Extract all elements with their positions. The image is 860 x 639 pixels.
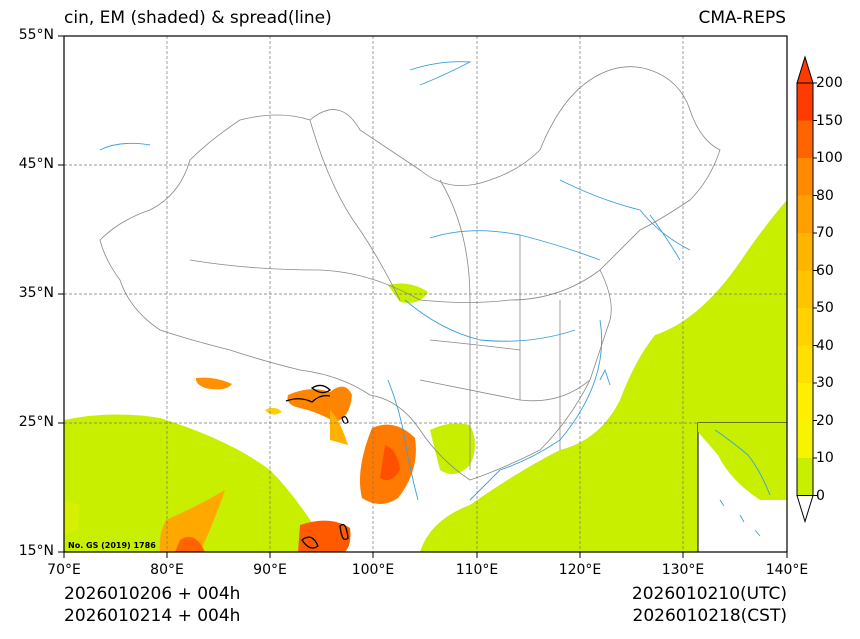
borders — [99, 66, 721, 481]
colorbar-under-arrow — [796, 495, 814, 524]
model-name: CMA-REPS — [698, 8, 786, 28]
spread-contours — [285, 384, 349, 549]
colorbar-label-100: 100 — [816, 150, 843, 166]
colorbar-segment — [797, 420, 813, 458]
colorbar-label-40: 40 — [816, 338, 834, 354]
colorbar-segment — [797, 345, 813, 383]
south-china-sea-inset — [697, 422, 788, 553]
colorbar-label-70: 70 — [816, 225, 834, 241]
init-time-cst: 2026010214 + 004h — [64, 606, 241, 626]
colorbar-segment — [797, 383, 813, 421]
map-title: cin, EM (shaded) & spread(line) — [64, 8, 332, 28]
colorbar-segment — [797, 233, 813, 271]
colorbar-label-10: 10 — [816, 450, 834, 466]
colorbar-segment — [797, 458, 813, 496]
lon-label-70e: 70°E — [47, 562, 81, 578]
colorbar-label-80: 80 — [816, 188, 834, 204]
valid-time-utc: 2026010210(UTC) — [631, 584, 787, 604]
valid-time-cst: 2026010218(CST) — [632, 606, 787, 626]
colorbar-label-20: 20 — [816, 413, 834, 429]
lat-label-15n: 15°N — [18, 543, 54, 559]
colorbar-label-50: 50 — [816, 300, 834, 316]
colorbar — [796, 55, 817, 524]
lon-label-80e: 80°E — [150, 562, 184, 578]
colorbar-frame — [796, 82, 814, 496]
colorbar-segment — [797, 158, 813, 196]
colorbar-segment — [797, 120, 813, 158]
lat-label-35n: 35°N — [18, 285, 54, 301]
lon-label-140e: 140°E — [765, 562, 809, 578]
lon-label-90e: 90°E — [253, 562, 287, 578]
colorbar-label-150: 150 — [816, 113, 843, 129]
map-approval-number: No. GS (2019) 1786 — [68, 541, 156, 550]
colorbar-label-60: 60 — [816, 263, 834, 279]
colorbar-label-0: 0 — [816, 488, 825, 504]
lat-label-45n: 45°N — [18, 156, 54, 172]
colorbar-segment — [797, 195, 813, 233]
lon-label-120e: 120°E — [558, 562, 602, 578]
lon-label-110e: 110°E — [455, 562, 499, 578]
lon-label-100e: 100°E — [351, 562, 395, 578]
lat-label-25n: 25°N — [18, 414, 54, 430]
colorbar-segment — [797, 270, 813, 308]
lat-label-55n: 55°N — [18, 27, 54, 43]
init-time-utc: 2026010206 + 004h — [64, 584, 241, 604]
colorbar-label-200: 200 — [816, 75, 843, 91]
lon-label-130e: 130°E — [661, 562, 705, 578]
colorbar-segment — [797, 83, 813, 121]
colorbar-label-30: 30 — [816, 375, 834, 391]
cin-shaded-field — [64, 200, 787, 552]
colorbar-over-arrow — [796, 55, 814, 84]
axis-ticks — [58, 35, 788, 558]
graticule — [64, 36, 787, 552]
colorbar-segment — [797, 308, 813, 346]
